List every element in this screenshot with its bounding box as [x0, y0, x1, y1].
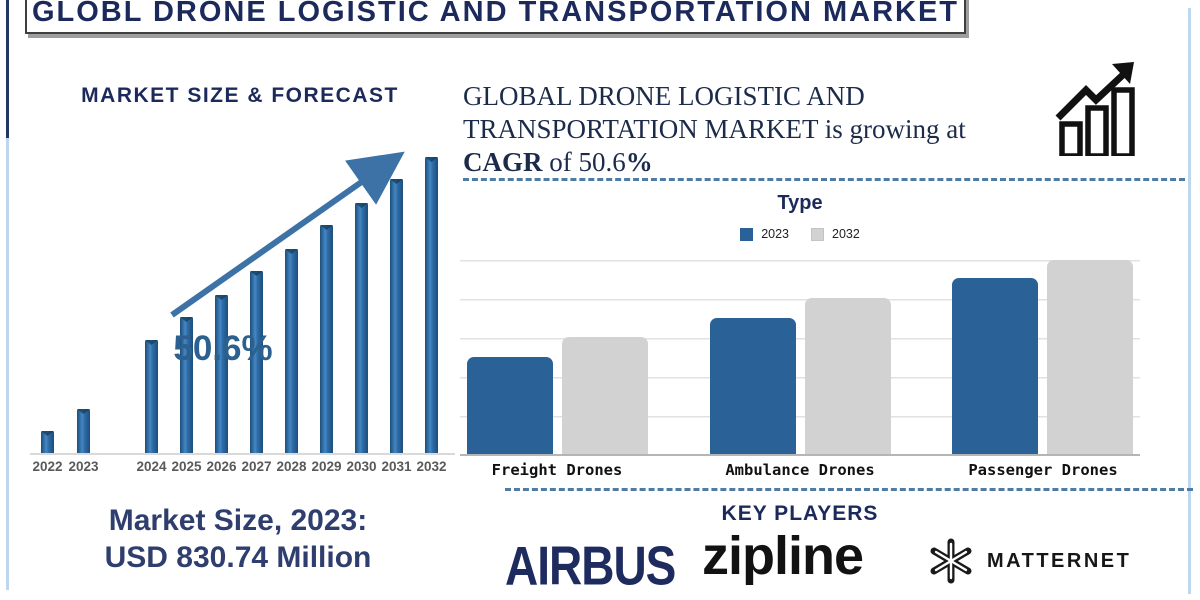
market-size-bar-2025	[180, 317, 193, 453]
cagr-number: 50.6	[578, 147, 626, 177]
market-size-bar-2022	[41, 431, 54, 453]
market-size-chart: 2022 2023 2024 2025 2026 2027 2028 2029 2030 2031…	[30, 140, 455, 474]
bar-top-bevel	[285, 249, 298, 254]
matternet-logo: MATTERNET	[928, 538, 1131, 584]
growth-chart-icon	[1055, 62, 1135, 156]
dashed-divider-top	[463, 178, 1185, 181]
bar-top-bevel	[215, 295, 228, 300]
type-chart-title: Type	[777, 192, 823, 214]
matternet-wordmark: MATTERNET	[987, 549, 1132, 572]
dashed-divider-bottom	[505, 488, 1193, 491]
market-size-bar-2031	[390, 179, 403, 453]
market-size-bar-2029	[320, 225, 333, 453]
year-label-2027: 2027	[241, 459, 272, 474]
market-size-forecast-heading: MARKET SIZE & FORECAST	[81, 84, 399, 107]
year-label-2031: 2031	[381, 459, 412, 474]
market-size-bar-2023	[77, 409, 90, 453]
year-label-2030: 2030	[346, 459, 377, 474]
bar-top-bevel	[250, 271, 263, 276]
year-label-2029: 2029	[311, 459, 342, 474]
type-group-2	[952, 260, 1133, 455]
market-size-line2: USD 830.74 Million	[104, 541, 372, 574]
x-axis-line	[30, 453, 455, 455]
growth-line2: TRANSPORTATION MARKET is growing at	[463, 114, 966, 144]
zipline-logo: zipline	[702, 526, 864, 586]
type-group-0	[467, 337, 648, 455]
bar-2023-1	[709, 318, 796, 455]
type-chart-legend: 2023 2032	[460, 226, 1140, 242]
type-chart-category-labels: Freight Drones Ambulance Drones Passenger …	[460, 461, 1140, 479]
year-label-2022: 2022	[32, 459, 63, 474]
year-label-2025: 2025	[171, 459, 202, 474]
cagr-value-label: 50.6%	[173, 329, 273, 368]
year-label-2032: 2032	[416, 459, 447, 474]
percent-sign: %	[625, 147, 653, 177]
market-size-bar-2032	[425, 157, 438, 453]
matternet-knot-icon	[930, 538, 972, 584]
of-word: of	[549, 147, 572, 177]
bar-top-bevel	[355, 203, 368, 208]
page-title: GLOBL DRONE LOGISTIC AND TRANSPORTATION …	[31, 0, 960, 28]
year-label-2023: 2023	[68, 459, 99, 474]
legend-item-2023: 2023	[740, 227, 789, 241]
bar-top-bevel	[180, 317, 193, 322]
bar-top-bevel	[77, 409, 90, 414]
growth-line1: GLOBAL DRONE LOGISTIC AND	[463, 81, 865, 111]
right-accent-line	[1188, 8, 1191, 594]
market-size-line1: Market Size, 2023:	[108, 504, 368, 537]
airbus-logo: AIRBUS	[505, 535, 676, 597]
bar-top-bevel	[390, 179, 403, 184]
bar-top-bevel	[41, 431, 54, 436]
key-players-heading: KEY PLAYERS	[721, 502, 879, 525]
legend-label-2032: 2032	[832, 227, 860, 241]
cagr-word: CAGR	[463, 147, 543, 177]
bar-top-bevel	[320, 225, 333, 230]
bar-top-bevel	[425, 157, 438, 162]
bar-top-bevel	[145, 340, 158, 345]
legend-item-2032: 2032	[811, 227, 860, 241]
market-size-bar-2026	[215, 295, 228, 453]
year-label-2024: 2024	[136, 459, 167, 474]
year-label-2028: 2028	[276, 459, 307, 474]
category-label-2: Passenger Drones	[968, 461, 1118, 479]
bar-2023-2	[952, 278, 1038, 455]
year-label-2026: 2026	[206, 459, 237, 474]
legend-swatch-2023	[740, 227, 754, 241]
legend-swatch-2032	[811, 227, 824, 241]
category-label-1: Ambulance Drones	[725, 461, 875, 479]
type-chart-groups	[460, 250, 1140, 455]
type-group-1	[709, 298, 891, 455]
category-label-0: Freight Drones	[491, 461, 623, 479]
market-size-bar-2024	[145, 340, 158, 453]
bar-2023-0	[467, 357, 553, 455]
left-accent-line-blue	[6, 138, 9, 590]
growth-statement: GLOBAL DRONE LOGISTIC AND TRANSPORTATION…	[463, 80, 1048, 179]
market-size-2023-callout: Market Size, 2023: USD 830.74 Million	[28, 502, 448, 576]
left-accent-line-navy	[6, 0, 9, 138]
title-banner: GLOBL DRONE LOGISTIC AND TRANSPORTATION …	[25, 0, 966, 34]
legend-label-2023: 2023	[761, 227, 789, 241]
type-chart-baseline	[460, 454, 1140, 456]
market-size-bar-2030	[355, 203, 368, 453]
bar-2032-2	[1047, 260, 1133, 455]
type-chart-plot	[460, 250, 1140, 456]
bar-2032-1	[804, 298, 891, 455]
bar-2032-0	[562, 337, 648, 455]
